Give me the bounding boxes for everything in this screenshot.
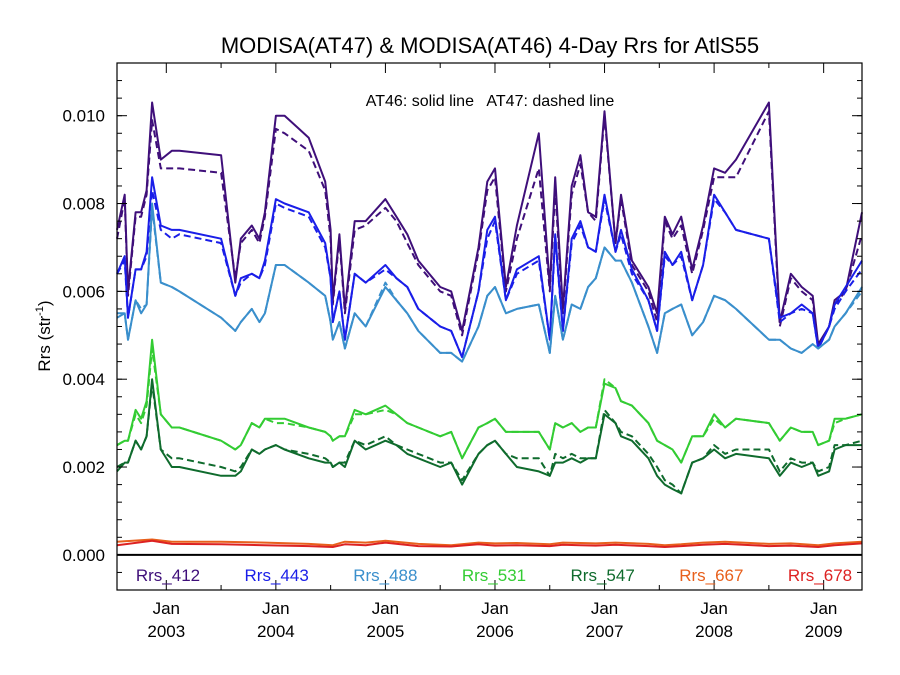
legend-entry-rrs-488: Rrs_488	[353, 566, 417, 585]
legend: Rrs_412 Rrs_443 Rrs_488 Rrs_531 Rrs_547 Rrs_6…	[136, 566, 852, 585]
x-tick-label-year: 2006	[476, 622, 514, 641]
x-tick-label-month: Jan	[153, 599, 180, 618]
x-tick-label-year: 2005	[367, 622, 405, 641]
series-line-rrs-547	[116, 378, 862, 495]
y-tick-label: 0.010	[62, 107, 105, 126]
y-tick-label: 0.002	[62, 458, 105, 477]
y-tick-label: 0.008	[62, 195, 105, 214]
line-style-annotation: AT46: solid line AT47: dashed line	[366, 93, 615, 110]
x-tick-label-year: 2003	[147, 622, 185, 641]
series-line-rrs-412-at47	[116, 110, 863, 350]
x-tick-label-year: 2007	[586, 622, 624, 641]
series-line-rrs-678	[116, 539, 863, 548]
y-tick-label: 0.004	[62, 370, 105, 389]
x-tick-label-month: Jan	[591, 599, 618, 618]
x-tick-label-month: Jan	[810, 599, 837, 618]
x-tick-label-year: 2008	[695, 622, 733, 641]
y-axis-label-tail: )	[35, 300, 54, 306]
legend-entry-rrs-531: Rrs_531	[462, 566, 526, 585]
y-axis-label-main: Rrs (str	[35, 316, 54, 372]
x-tick-label-year: 2004	[257, 622, 295, 641]
y-axis-label: Rrs (str-1)	[34, 300, 54, 371]
legend-entry-rrs-412: Rrs_412	[136, 566, 200, 585]
x-tick-label-year: 2009	[805, 622, 843, 641]
series-line-rrs-443	[116, 176, 863, 359]
series-line-rrs-412	[116, 101, 863, 346]
series-line-rrs-443-at47	[116, 189, 863, 359]
series-layer	[116, 101, 863, 548]
x-tick-label-month: Jan	[372, 599, 399, 618]
y-tick-label: 0.000	[62, 546, 105, 565]
legend-entry-rrs-443: Rrs_443	[245, 566, 309, 585]
legend-entry-rrs-678: Rrs_678	[788, 566, 852, 585]
plot-frame	[116, 62, 863, 591]
series-line-rrs-667	[116, 538, 863, 547]
y-axis-label-superscript: -1	[34, 306, 46, 316]
x-tick-label-month: Jan	[262, 599, 289, 618]
x-tick-label-month: Jan	[481, 599, 508, 618]
y-tick-label: 0.006	[62, 282, 105, 301]
legend-entry-rrs-667: Rrs_667	[679, 566, 743, 585]
legend-entry-rrs-547: Rrs_547	[571, 566, 635, 585]
axes-layer: 0.000 0.002 0.004 0.006 0.008 0.010 Jan 2003 Jan…	[62, 62, 862, 641]
series-line-rrs-488-at47	[117, 206, 863, 363]
chart-title: MODISA(AT47) & MODISA(AT46) 4-Day Rrs fo…	[221, 33, 759, 58]
x-tick-label-month: Jan	[700, 599, 727, 618]
series-line-rrs-531-at47	[116, 347, 863, 464]
series-line-rrs-547-at47	[116, 382, 863, 495]
